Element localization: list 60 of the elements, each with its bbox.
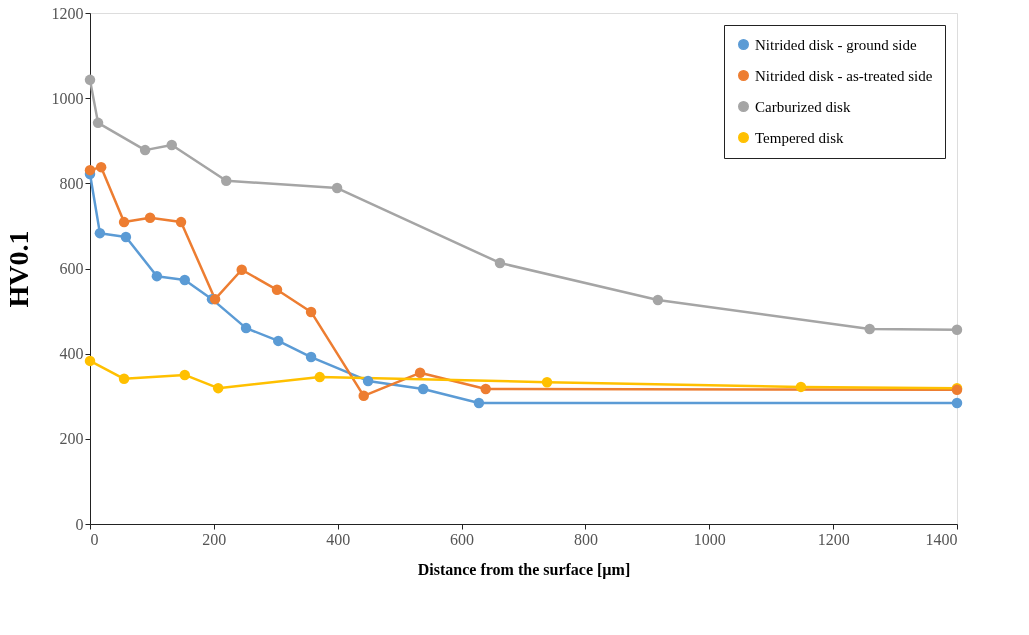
y-tick-label: 200 (59, 430, 84, 448)
point (120, 231, 132, 243)
point (221, 175, 232, 187)
y-axis-title: HV0.1 (2, 230, 34, 308)
x-tick-label: 1200 (817, 530, 850, 548)
x-tick-label: 1000 (693, 530, 726, 548)
legend-label: Tempered disk (755, 129, 845, 146)
y-tick-label: 1200 (51, 4, 84, 22)
point (151, 270, 163, 282)
point (273, 335, 284, 347)
y-tick-label: 1000 (51, 89, 84, 107)
point (951, 397, 963, 409)
point (92, 117, 104, 129)
legend-label: Carburized disk (755, 98, 851, 115)
point (652, 294, 664, 306)
point (795, 381, 807, 393)
point (179, 274, 190, 286)
point (94, 227, 106, 239)
x-axis-title: Distance from the surface [µm] (417, 560, 631, 579)
x-tick-label: 600 (450, 530, 475, 548)
point (417, 383, 429, 395)
point (179, 369, 190, 381)
point (331, 182, 343, 194)
point (212, 382, 224, 394)
x-tick-label: 200 (202, 530, 227, 548)
point (84, 355, 96, 367)
legend-label: Nitrided disk - ground side (755, 36, 917, 53)
point (144, 212, 156, 224)
point (494, 257, 506, 269)
point (95, 161, 107, 173)
x-tick-label: 800 (573, 530, 598, 548)
point (541, 376, 553, 388)
point (414, 367, 426, 379)
x-tick-label: 0 (90, 530, 99, 548)
point (314, 371, 325, 383)
point (951, 324, 963, 336)
point (236, 264, 247, 276)
point (305, 306, 317, 318)
point (118, 216, 130, 228)
x-tick-label: 400 (326, 530, 351, 548)
point (118, 373, 130, 385)
y-tick-label: 800 (59, 174, 84, 192)
point (166, 139, 177, 151)
y-tick-label: 400 (59, 345, 84, 363)
point (473, 397, 485, 409)
y-tick-label: 0 (75, 515, 84, 533)
point (864, 323, 875, 335)
point (480, 383, 491, 395)
legend-label: Nitrided disk - as-treated side (755, 67, 933, 84)
point (271, 284, 283, 296)
x-tick-label: 1400 (925, 530, 958, 548)
point (84, 164, 96, 176)
point (358, 390, 369, 402)
point (305, 351, 317, 363)
y-tick-label: 600 (59, 260, 84, 277)
point (139, 144, 151, 156)
point (240, 322, 252, 334)
point (175, 216, 187, 228)
point (362, 375, 374, 387)
point (84, 74, 96, 86)
